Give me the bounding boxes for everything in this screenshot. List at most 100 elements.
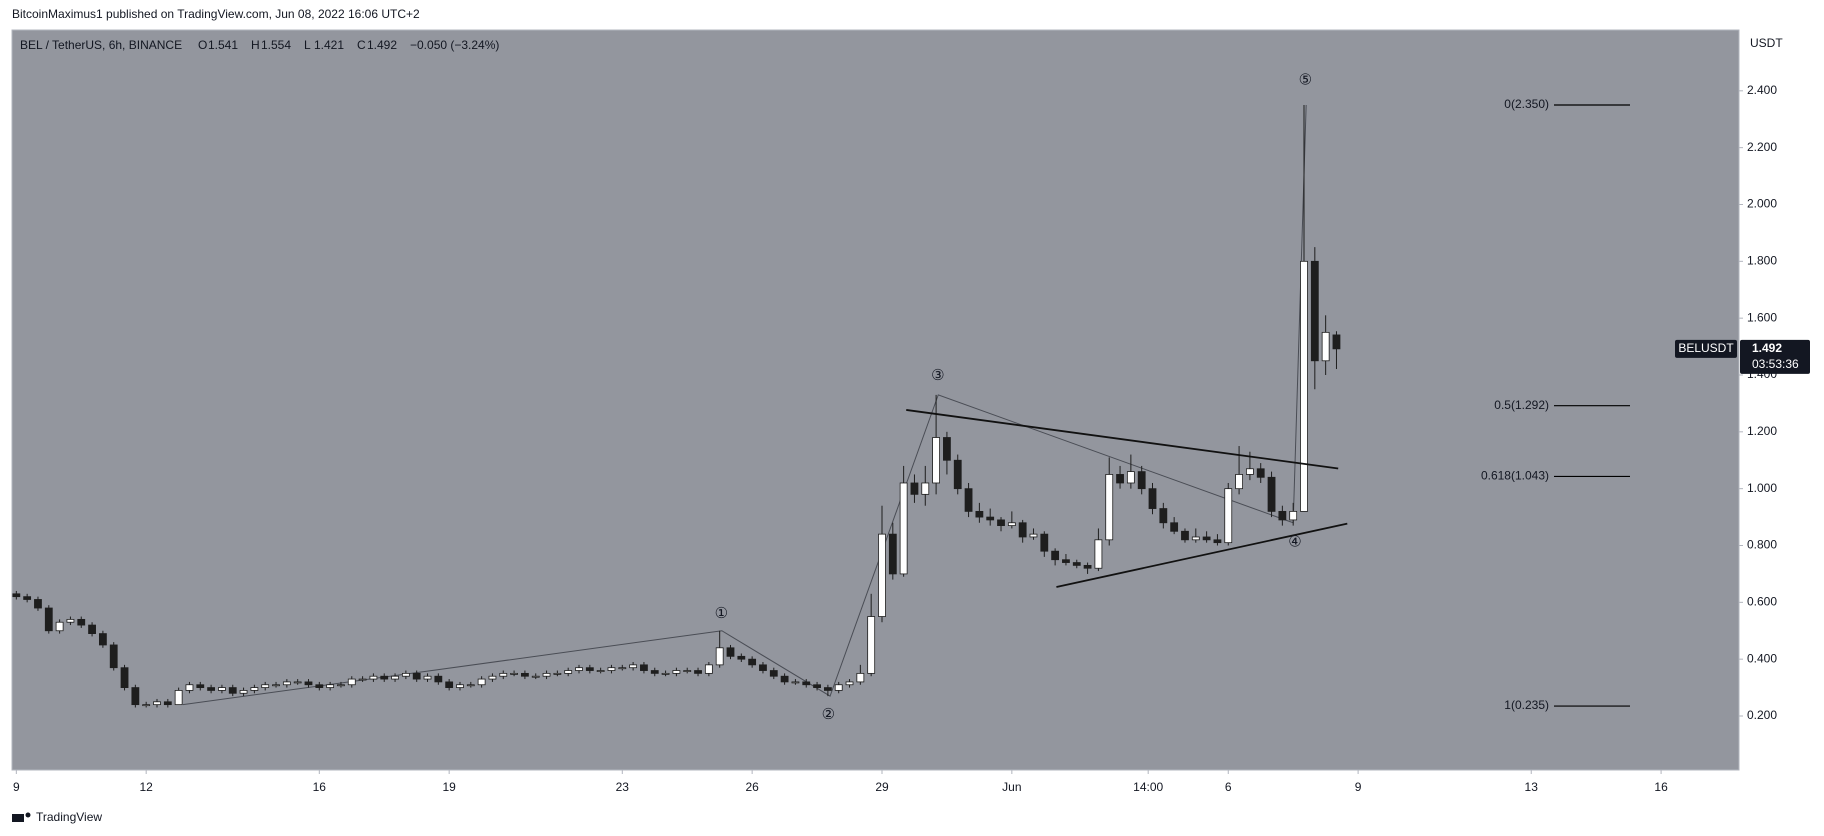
trendline xyxy=(906,409,1339,470)
candle-body xyxy=(239,690,248,694)
candle-body xyxy=(521,672,529,677)
fib-label: 0(2.350) xyxy=(1504,97,1549,111)
candle-body xyxy=(131,687,140,706)
y-tick-label: 1.800 xyxy=(1747,253,1777,267)
candle-body xyxy=(997,519,1005,527)
candle-body xyxy=(401,672,410,677)
wave-label: ③ xyxy=(931,367,944,384)
candle-body xyxy=(250,687,259,691)
candle-body xyxy=(542,672,551,677)
candle-body xyxy=(120,667,129,688)
candle-body xyxy=(1051,550,1060,561)
x-tick-label: 19 xyxy=(442,780,456,794)
candle-body xyxy=(1116,474,1124,484)
candle-body xyxy=(672,670,681,674)
wave-label: ④ xyxy=(1288,533,1301,550)
candle-body xyxy=(1321,331,1330,362)
candle-body xyxy=(769,670,778,677)
candle-body xyxy=(1278,510,1287,521)
price-countdown: 03:53:36 xyxy=(1752,357,1799,371)
candle-body xyxy=(282,681,291,686)
candle-body xyxy=(23,596,32,600)
candle-body xyxy=(185,684,194,691)
candle-body xyxy=(888,533,897,575)
trendline xyxy=(1056,522,1348,588)
candle-body xyxy=(98,633,107,646)
candle-body xyxy=(1289,510,1298,521)
candle-body xyxy=(1245,468,1254,475)
candle-body xyxy=(445,681,454,688)
fib-label: 0.618(1.043) xyxy=(1481,469,1549,483)
candle-body xyxy=(737,655,746,660)
candle-body xyxy=(196,684,205,688)
candle-body xyxy=(748,658,757,666)
candle-body xyxy=(823,687,832,691)
candle-body xyxy=(553,672,562,675)
candle-body xyxy=(1191,536,1200,541)
ohlc-key: C xyxy=(357,38,366,52)
candle-body xyxy=(564,670,573,674)
candle-body xyxy=(1170,522,1179,532)
x-tick-label: 12 xyxy=(139,780,153,794)
candle-body xyxy=(683,670,692,672)
symbol-tag xyxy=(1675,339,1737,358)
candle-body xyxy=(921,482,930,495)
candle-body xyxy=(661,672,670,675)
candle-body xyxy=(953,459,962,490)
candle-body xyxy=(358,678,367,681)
candle-body xyxy=(943,437,951,461)
y-tick-label: 0.600 xyxy=(1747,595,1777,609)
y-tick-label: 2.400 xyxy=(1747,83,1777,97)
candle-body xyxy=(1235,474,1243,490)
candle-body xyxy=(55,621,64,632)
ohlc-value: 1.421 xyxy=(314,38,344,52)
candle-body xyxy=(142,704,151,707)
symbol-legend: BEL / TetherUS, 6h, BINANCE xyxy=(20,38,182,52)
candle-body xyxy=(629,664,638,669)
ohlc-value: 1.492 xyxy=(367,38,397,52)
fib-label: 0.5(1.292) xyxy=(1494,398,1549,412)
ohlc-change: −0.050 (−3.24%) xyxy=(410,38,499,52)
candle-body xyxy=(791,681,800,684)
candle-body xyxy=(1062,559,1070,563)
publisher-line: BitcoinMaximus1 published on TradingView… xyxy=(12,7,420,21)
x-tick-label: 9 xyxy=(13,780,20,794)
candle-body xyxy=(261,684,270,688)
brand: TradingView xyxy=(12,810,102,824)
candle-body xyxy=(1332,334,1341,350)
candle-body xyxy=(315,684,324,688)
logo-dot xyxy=(25,812,31,818)
x-tick-label: 14:00 xyxy=(1133,780,1163,794)
price-tag xyxy=(1740,339,1810,374)
candle-body xyxy=(488,675,497,680)
candle-body xyxy=(1202,536,1211,541)
candle-body xyxy=(109,644,118,669)
candle-body xyxy=(585,667,594,671)
candle-body xyxy=(1148,488,1157,509)
candle-body xyxy=(1126,471,1135,484)
candle-body xyxy=(228,687,237,694)
y-tick-label: 1.200 xyxy=(1747,424,1777,438)
symbol-tag-text: BELUSDT xyxy=(1678,341,1734,355)
candle-body xyxy=(704,664,713,674)
candle-body xyxy=(477,678,486,686)
candle-body xyxy=(456,684,464,688)
x-tick-label: 23 xyxy=(616,780,630,794)
candle-body xyxy=(845,681,854,686)
candle-body xyxy=(932,437,940,484)
candle-body xyxy=(218,687,226,691)
candle-body xyxy=(780,675,789,683)
candle-body xyxy=(899,482,908,575)
candle-body xyxy=(510,672,518,675)
candle-body xyxy=(1094,539,1103,569)
candle-body xyxy=(88,624,96,634)
candle-body xyxy=(77,618,86,626)
candle-body xyxy=(986,516,995,521)
ohlc-value: 1.554 xyxy=(261,38,291,52)
candle-body xyxy=(423,675,432,680)
y-tick-label: 2.200 xyxy=(1747,140,1777,154)
candle-body xyxy=(640,664,648,671)
candle-body xyxy=(1300,260,1308,512)
ohlc-value: 1.541 xyxy=(208,38,238,52)
